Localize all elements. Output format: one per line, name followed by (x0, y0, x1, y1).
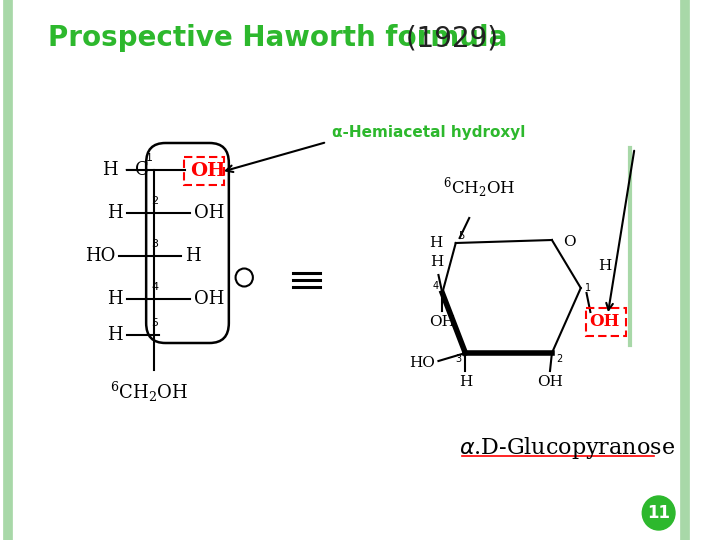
Text: 11: 11 (647, 504, 670, 522)
Circle shape (642, 496, 675, 530)
Text: HO: HO (85, 247, 115, 265)
Text: $\it{\alpha}$.D-Glucopyranose: $\it{\alpha}$.D-Glucopyranose (459, 435, 675, 461)
Text: 3: 3 (151, 239, 158, 249)
Text: H: H (107, 290, 123, 308)
Text: $\mathregular{^6CH_2OH}$: $\mathregular{^6CH_2OH}$ (110, 380, 188, 404)
Text: OH: OH (537, 375, 563, 389)
Text: $\mathregular{^6CH_2OH}$: $\mathregular{^6CH_2OH}$ (443, 176, 515, 200)
Text: O: O (564, 235, 576, 249)
Text: Prospective Haworth formula: Prospective Haworth formula (48, 24, 508, 52)
Text: 2: 2 (556, 354, 562, 364)
Text: H: H (459, 375, 472, 389)
Text: OH: OH (429, 315, 455, 329)
Text: 1: 1 (585, 283, 590, 293)
Text: H: H (598, 259, 611, 273)
Text: H: H (102, 161, 117, 179)
Text: −: − (123, 161, 137, 179)
Text: OH: OH (194, 204, 225, 222)
Text: OH: OH (194, 290, 225, 308)
Text: C: C (135, 161, 149, 179)
Text: 5: 5 (459, 231, 465, 241)
Text: 5: 5 (151, 318, 158, 328)
Text: 2: 2 (151, 196, 158, 206)
Text: 3: 3 (456, 354, 462, 364)
Text: H: H (107, 326, 123, 344)
Text: H: H (107, 204, 123, 222)
Text: H: H (184, 247, 200, 265)
Text: OH: OH (190, 162, 226, 180)
Text: 1: 1 (146, 153, 153, 163)
Text: H: H (429, 236, 442, 250)
Text: HO: HO (409, 356, 435, 370)
Text: α-Hemiacetal hydroxyl: α-Hemiacetal hydroxyl (332, 125, 525, 139)
Text: 4: 4 (151, 282, 158, 292)
Text: 4: 4 (432, 281, 438, 291)
Text: (1929): (1929) (397, 24, 498, 52)
Text: OH: OH (590, 314, 620, 330)
Text: H: H (430, 255, 443, 269)
